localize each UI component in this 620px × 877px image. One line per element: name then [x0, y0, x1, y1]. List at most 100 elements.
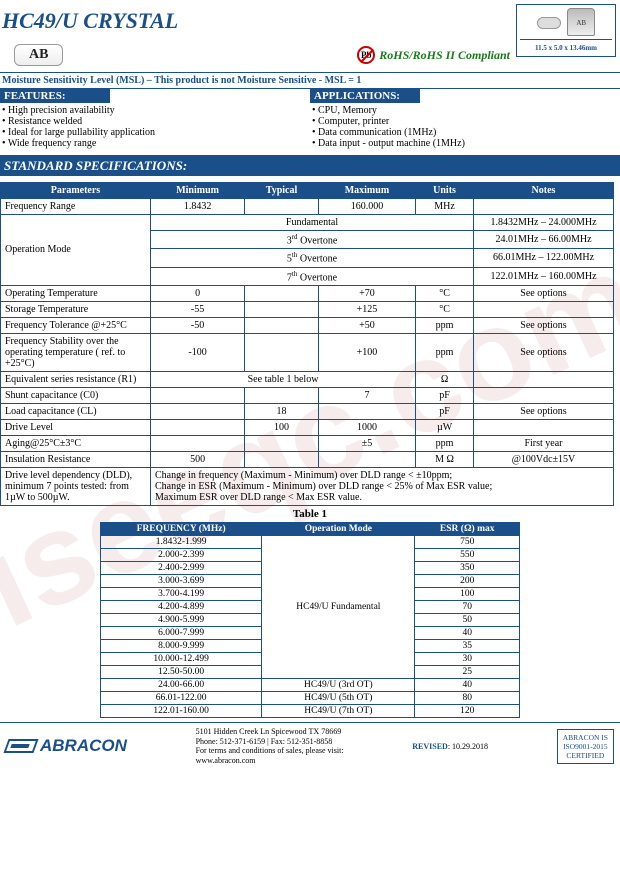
spec-cell: 66.01MHz – 122.00MHz	[474, 249, 614, 267]
footer-terms-line: For terms and conditions of sales, pleas…	[196, 746, 344, 756]
spec-cell: 122.01MHz – 160.00MHz	[474, 267, 614, 285]
revised-date: : 10.29.2018	[448, 742, 488, 751]
spec-cell: Drive Level	[1, 419, 151, 435]
spec-cell	[474, 387, 614, 403]
spec-cell	[474, 199, 614, 215]
spec-cell: pF	[416, 387, 474, 403]
esr-cell: 40	[415, 678, 520, 691]
esr-cell: 30	[415, 652, 520, 665]
esr-cell: 8.000-9.999	[101, 639, 262, 652]
spec-cell: First year	[474, 435, 614, 451]
esr-cell: HC49/U Fundamental	[262, 535, 415, 678]
dimensions-text: 11.5 x 5.0 x 13.46mm	[535, 44, 597, 52]
footer-url-line: www.abracon.com	[196, 756, 344, 766]
msl-text: Moisture Sensitivity Level (MSL) – This …	[0, 73, 620, 88]
spec-cell: ±5	[318, 435, 415, 451]
feature-item: Wide frequency range	[2, 138, 308, 149]
esr-cell: 24.00-66.00	[101, 678, 262, 691]
feature-item: Ideal for large pullability application	[2, 127, 308, 138]
footer-phone-line: Phone: 512-371-6159 | Fax: 512-351-8858	[196, 737, 344, 747]
features-list: High precision availability Resistance w…	[0, 103, 310, 155]
spec-cell: -50	[151, 317, 245, 333]
spec-cell: Change in frequency (Maximum - Minimum) …	[151, 467, 614, 505]
spec-cell: 7th Overtone	[151, 267, 474, 285]
spec-cell	[245, 435, 319, 451]
spec-cell: See options	[474, 317, 614, 333]
spec-cell: ppm	[416, 333, 474, 371]
spec-cell	[245, 285, 319, 301]
esr-cell: 350	[415, 561, 520, 574]
esr-cell: 750	[415, 535, 520, 548]
revised-label: REVISED	[412, 742, 448, 751]
table1-title: Table 1	[0, 508, 620, 520]
spec-cell: +100	[318, 333, 415, 371]
spec-cell: Insulation Resistance	[1, 451, 151, 467]
spec-cell: Frequency Tolerance @+25°C	[1, 317, 151, 333]
spec-cell: ppm	[416, 317, 474, 333]
spec-cell: pF	[416, 403, 474, 419]
esr-cell: 3.000-3.699	[101, 574, 262, 587]
esr-cell: 80	[415, 691, 520, 704]
spec-cell	[245, 451, 319, 467]
spec-cell	[474, 419, 614, 435]
abracon-logo: ABRACON	[6, 736, 127, 756]
cert-line: ISO9001-2015	[563, 742, 608, 751]
spec-cell: -100	[151, 333, 245, 371]
application-item: Computer, printer	[312, 116, 618, 127]
esr-cell: 25	[415, 665, 520, 678]
spec-cell: MHz	[416, 199, 474, 215]
spec-cell	[151, 403, 245, 419]
spec-cell	[318, 403, 415, 419]
spec-cell: Aging@25°C±3°C	[1, 435, 151, 451]
spec-cell: 500	[151, 451, 245, 467]
spec-cell: 3rd Overtone	[151, 231, 474, 249]
esr-cell: 120	[415, 704, 520, 717]
footer-address: 5101 Hidden Creek Ln Spicewood TX 78669 …	[196, 727, 344, 765]
spec-cell: See options	[474, 403, 614, 419]
spec-cell: +50	[318, 317, 415, 333]
spec-cell: 0	[151, 285, 245, 301]
spec-cell: 160.000	[318, 199, 415, 215]
spec-cell: µW	[416, 419, 474, 435]
esr-cell: 2.400-2.999	[101, 561, 262, 574]
spec-cell: See options	[474, 333, 614, 371]
spec-cell: Operation Mode	[1, 215, 151, 286]
rohs-text: RoHS/RoHS II Compliant	[379, 48, 510, 63]
spec-cell: Drive level dependency (DLD), minimum 7 …	[1, 467, 151, 505]
spec-cell: +125	[318, 301, 415, 317]
col-typ: Typical	[245, 183, 319, 199]
esr-cell: 122.01-160.00	[101, 704, 262, 717]
spec-cell: 18	[245, 403, 319, 419]
esr-cell: 10.000-12.499	[101, 652, 262, 665]
spec-cell	[474, 371, 614, 387]
spec-cell: 1.8432MHz – 24.000MHz	[474, 215, 614, 231]
spec-cell: ppm	[416, 435, 474, 451]
esr-cell: 200	[415, 574, 520, 587]
spec-cell	[245, 387, 319, 403]
spec-cell: °C	[416, 301, 474, 317]
col-notes: Notes	[474, 183, 614, 199]
esr-cell: HC49/U (3rd OT)	[262, 678, 415, 691]
spec-cell: -55	[151, 301, 245, 317]
spec-cell: @100Vdc±15V	[474, 451, 614, 467]
spec-cell: See table 1 below	[151, 371, 416, 387]
esr-cell: HC49/U (7th OT)	[262, 704, 415, 717]
esr-cell: 2.000-2.399	[101, 548, 262, 561]
spec-cell	[245, 301, 319, 317]
revised-block: REVISED: 10.29.2018	[412, 742, 488, 751]
spec-cell	[245, 317, 319, 333]
esr-cell: 4.200-4.899	[101, 600, 262, 613]
spec-cell: Shunt capacitance (C0)	[1, 387, 151, 403]
esr-cell: 70	[415, 600, 520, 613]
cert-line: CERTIFIED	[563, 751, 608, 760]
esr-cell: 100	[415, 587, 520, 600]
spec-cell	[245, 199, 319, 215]
esr-cell: 4.900-5.999	[101, 613, 262, 626]
standard-spec-header: STANDARD SPECIFICATIONS:	[0, 155, 620, 176]
pb-free-icon: Pb	[357, 46, 375, 64]
esr-cell: 550	[415, 548, 520, 561]
esr-cell: 12.50-50.00	[101, 665, 262, 678]
spec-cell: Storage Temperature	[1, 301, 151, 317]
esr-col-mode: Operation Mode	[262, 522, 415, 535]
esr-col-esr: ESR (Ω) max	[415, 522, 520, 535]
